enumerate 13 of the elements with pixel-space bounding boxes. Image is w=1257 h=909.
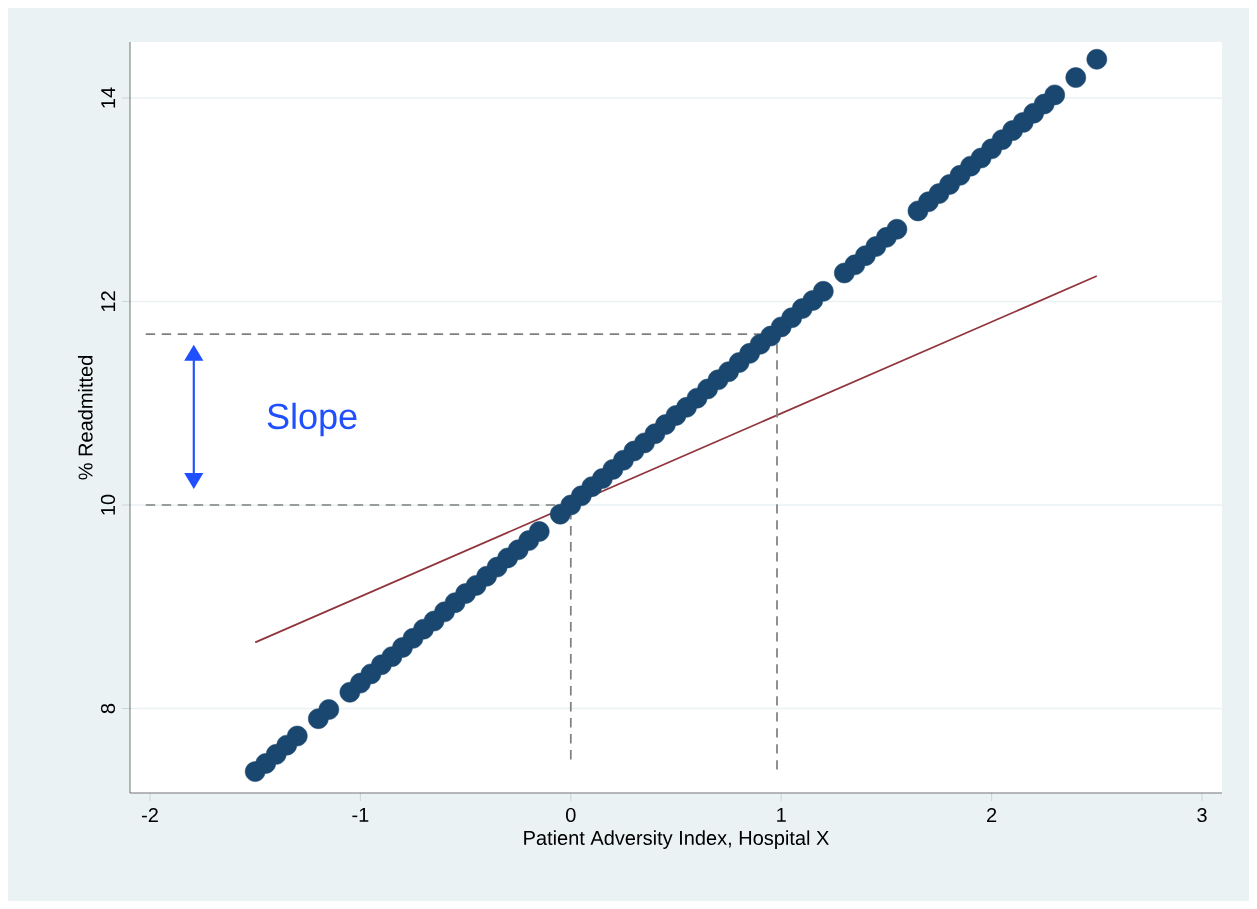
y-tick-label: 12 — [101, 291, 116, 312]
x-tick-label: 3 — [1197, 807, 1207, 823]
y-tick-label: 10 — [100, 494, 116, 515]
x-tick-label: 2 — [987, 807, 997, 822]
annotation: Slope — [267, 402, 357, 437]
x-tick-label: 0 — [566, 807, 576, 823]
y-axis-title: % Readmitted — [77, 356, 93, 480]
x-tick-label: -2 — [141, 807, 158, 822]
y-tick-label: 8 — [100, 703, 116, 714]
x-tick-label: 1 — [777, 807, 786, 822]
x-tick-label: -1 — [352, 807, 369, 822]
y-tick-label: 14 — [101, 87, 116, 108]
x-axis-title: Patient Adversity Index, Hospital X — [524, 830, 829, 849]
